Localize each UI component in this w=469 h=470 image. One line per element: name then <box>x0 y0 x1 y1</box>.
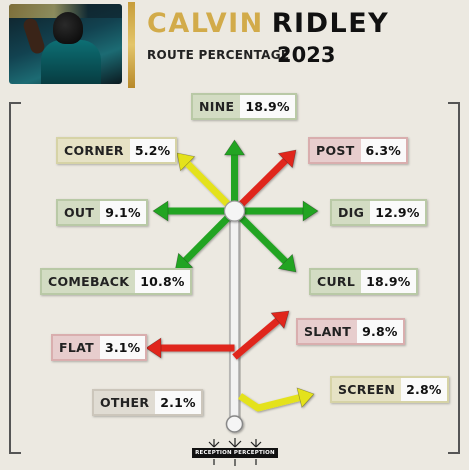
route-arrow-head <box>277 149 297 169</box>
frame-left-edge <box>9 102 11 454</box>
reception-perception-logo: RECEPTION PERCEPTION <box>192 437 278 467</box>
frame-right-top-tick <box>448 102 460 104</box>
route-name: OUT <box>58 201 101 224</box>
frame-right-bottom-tick <box>448 452 460 454</box>
jaguars-logo-strip <box>9 4 122 18</box>
route-name: SCREEN <box>332 378 402 401</box>
route-value: 2.8% <box>401 378 447 401</box>
player-jersey <box>41 40 101 84</box>
player-first-name: CALVIN <box>147 8 264 39</box>
route-label-slant: SLANT 9.8% <box>296 318 405 345</box>
player-photo <box>9 4 122 84</box>
route-label-out: OUT 9.1% <box>56 199 148 226</box>
logo-text: RECEPTION PERCEPTION <box>192 448 278 458</box>
logo-arrows-icon <box>208 438 262 466</box>
route-value: 6.3% <box>360 139 406 162</box>
route-label-other: OTHER 2.1% <box>92 389 203 416</box>
route-value: 18.9% <box>361 270 416 293</box>
route-label-dig: DIG 12.9% <box>330 199 427 226</box>
route-label-flat: FLAT 3.1% <box>51 334 148 361</box>
route-name: COMEBACK <box>42 270 136 293</box>
route-value: 9.8% <box>357 320 403 343</box>
route-name: FLAT <box>53 336 100 359</box>
route-name: CORNER <box>58 139 130 162</box>
route-arrow-out <box>152 200 235 222</box>
route-arrow-post <box>232 149 297 214</box>
route-label-nine: NINE 18.9% <box>191 93 297 120</box>
route-arrow-shaft <box>232 208 288 264</box>
route-arrow-head <box>277 253 297 273</box>
route-arrow-head <box>270 310 290 329</box>
route-name: CURL <box>311 270 362 293</box>
stem-top-junction <box>223 200 246 222</box>
route-arrow-shaft <box>183 208 237 263</box>
route-value: 12.9% <box>370 201 425 224</box>
route-name: OTHER <box>94 391 156 414</box>
route-label-post: POST 6.3% <box>308 137 408 164</box>
route-name: POST <box>310 139 361 162</box>
frame-right-edge <box>458 102 460 454</box>
route-label-corner: CORNER 5.2% <box>56 137 178 164</box>
route-value: 2.1% <box>155 391 201 414</box>
route-value: 9.1% <box>100 201 146 224</box>
route-arrow-flat <box>145 337 235 359</box>
route-arrow-dig <box>234 200 319 222</box>
route-label-screen: SCREEN 2.8% <box>330 376 449 403</box>
route-arrow-shaft <box>232 318 280 360</box>
route-arrow-curl <box>232 208 297 273</box>
route-arrow-corner <box>176 152 237 214</box>
route-value: 5.2% <box>129 139 176 162</box>
route-arrow-comeback <box>174 208 237 272</box>
player-last-name: RIDLEY <box>271 8 390 39</box>
route-arrow-shaft <box>238 393 301 412</box>
gold-accent-bar <box>128 2 135 88</box>
stem-base-dot <box>225 415 244 433</box>
route-arrow-head <box>296 387 315 408</box>
route-arrow-head <box>302 200 319 222</box>
route-name: DIG <box>332 201 371 224</box>
route-arrow-head <box>176 152 196 172</box>
chart-subtitle: ROUTE PERCENTAGE <box>147 48 290 62</box>
route-arrow-screen <box>238 387 315 412</box>
route-arrow-head <box>145 337 162 359</box>
frame-left-top-tick <box>9 102 21 104</box>
route-arrow-head <box>223 139 246 156</box>
route-arrow-shaft <box>185 161 237 214</box>
season-year: 2023 <box>277 43 336 67</box>
route-value: 18.9% <box>240 95 295 118</box>
route-label-comeback: COMEBACK 10.8% <box>40 268 192 295</box>
route-arrow-shaft <box>232 158 288 214</box>
player-name: CALVIN RIDLEY <box>147 8 389 39</box>
route-arrow-head <box>152 200 169 222</box>
route-stem <box>229 211 240 423</box>
route-name: NINE <box>193 95 241 118</box>
route-arrow-slant <box>232 310 290 360</box>
route-label-curl: CURL 18.9% <box>309 268 418 295</box>
player-helmet <box>53 12 83 44</box>
route-value: 10.8% <box>135 270 190 293</box>
header: CALVIN RIDLEY ROUTE PERCENTAGE 2023 <box>0 0 469 92</box>
frame-left-bottom-tick <box>9 452 21 454</box>
route-name: SLANT <box>298 320 358 343</box>
route-value: 3.1% <box>99 336 146 359</box>
